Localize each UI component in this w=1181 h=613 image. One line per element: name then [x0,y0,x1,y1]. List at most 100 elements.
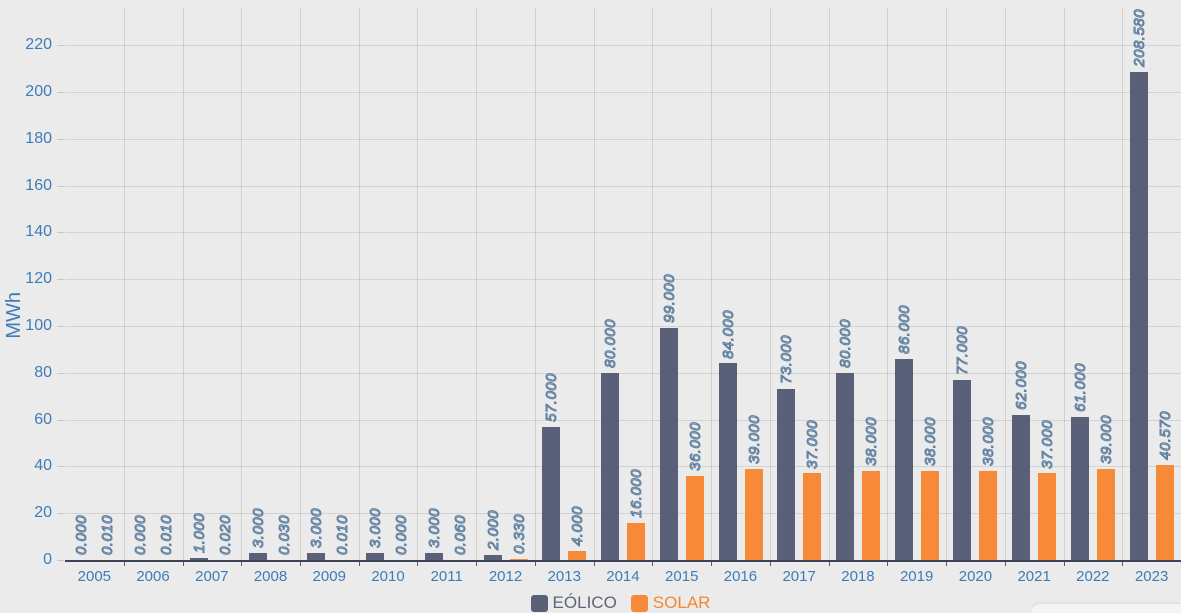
bar-solar-2015[interactable] [685,475,704,560]
value-label-solar-2011: 0.060 [451,514,469,555]
value-label-solar-2012: 0.330 [510,513,528,554]
value-label-solar-2023: 40.570 [1156,411,1174,461]
vertical-gridline [769,8,771,560]
y-axis-tick [57,466,64,468]
bar-eolico-2019[interactable] [894,358,913,560]
bar-eolico-2014[interactable] [601,372,619,560]
bar-solar-2017[interactable] [803,473,822,560]
x-category-label: 2013 [547,568,581,585]
y-axis-tick [57,279,64,281]
x-category-label: 2020 [958,568,993,585]
bar-solar-2014[interactable] [627,522,645,560]
bar-eolico-2010[interactable] [366,553,385,560]
value-label-solar-2005: 0.010 [99,514,117,555]
value-label-eolico-2019: 86.000 [895,304,913,354]
bar-solar-2016[interactable] [744,468,763,560]
y-tick-label: 100 [25,317,52,334]
value-label-eolico-2011: 3.000 [425,507,443,548]
y-axis-tick [57,45,64,47]
value-label-solar-2006: 0.010 [158,514,176,555]
x-category-label: 2009 [312,568,346,585]
vertical-gridline [182,8,184,560]
value-label-solar-2020: 38.000 [980,417,998,467]
value-label-eolico-2020: 77.000 [954,325,972,375]
bar-solar-2019[interactable] [920,471,939,560]
bar-eolico-2018[interactable] [835,372,854,560]
legend-label-eolico: EÓLICO [552,593,617,612]
bar-eolico-2008[interactable] [248,553,267,560]
legend-item-solar[interactable]: SOLAR [630,593,711,612]
y-tick-label: 200 [25,83,52,100]
bar-eolico-2011[interactable] [424,553,443,560]
y-tick-label: 0 [43,551,52,568]
x-category-label: 2018 [841,568,875,585]
vertical-gridline [1122,8,1124,560]
bar-solar-2022[interactable] [1096,468,1115,560]
x-axis-tick [593,562,595,566]
value-label-eolico-2015: 99.000 [660,274,678,324]
y-tick-label: 140 [25,223,52,241]
bar-solar-2013[interactable] [568,550,587,560]
value-label-solar-2009: 0.010 [334,514,352,555]
horizontal-gridline [65,232,1181,234]
bar-solar-2020[interactable] [979,471,998,560]
x-category-label: 2014 [606,568,640,585]
y-axis-tick [57,92,64,93]
y-tick-label: 20 [34,504,52,522]
legend-label-solar: SOLAR [652,593,711,612]
bar-solar-2012[interactable] [509,559,528,560]
value-label-eolico-2010: 3.000 [367,507,385,548]
horizontal-gridline [65,372,1181,374]
y-tick-label: 180 [25,129,52,147]
bar-eolico-2021[interactable] [1012,414,1031,560]
y-tick-label: 160 [25,176,52,194]
horizontal-gridline [65,419,1181,421]
bar-eolico-2020[interactable] [953,379,972,560]
y-axis-tick [57,232,64,234]
horizontal-gridline [65,279,1181,281]
y-axis-tick [57,560,64,561]
bar-eolico-2023[interactable] [1129,71,1148,560]
bar-eolico-2017[interactable] [777,389,796,560]
x-axis-tick [946,562,948,566]
x-category-label: 2006 [136,568,170,585]
x-axis-tick [652,562,654,566]
vertical-gridline [711,8,713,560]
horizontal-gridline [65,466,1181,468]
value-label-solar-2017: 37.000 [804,419,822,469]
horizontal-gridline [65,513,1181,515]
value-label-eolico-2016: 84.000 [719,309,737,359]
bar-eolico-2009[interactable] [307,553,326,560]
bar-eolico-2012[interactable] [483,555,502,560]
bar-solar-2018[interactable] [861,471,880,560]
y-tick-label: 60 [34,410,52,428]
bar-solar-2023[interactable] [1155,465,1174,560]
x-axis-tick [887,562,889,566]
bar-eolico-2007[interactable] [189,557,208,560]
x-axis-tick [828,562,830,566]
y-tick-label: 80 [34,363,52,381]
bar-eolico-2013[interactable] [542,426,561,560]
vertical-gridline [652,8,654,560]
value-label-solar-2022: 39.000 [1097,414,1115,464]
legend-item-eolico[interactable]: EÓLICO [530,593,617,612]
x-axis-tick [769,562,771,566]
bar-solar-2021[interactable] [1038,473,1057,560]
x-category-label: 2021 [1017,568,1051,585]
horizontal-gridline [65,92,1181,93]
vertical-gridline [299,8,301,560]
value-label-solar-2013: 4.000 [569,505,587,546]
y-axis-tick [57,419,64,421]
bar-eolico-2022[interactable] [1070,417,1089,560]
x-axis-tick [241,562,243,566]
y-tick-label: 220 [25,36,52,54]
corner-widget [1031,604,1181,613]
value-label-solar-2010: 0.000 [393,514,411,555]
value-label-eolico-2012: 2.000 [484,510,502,551]
vertical-gridline [241,8,243,560]
vertical-gridline [593,8,595,560]
vertical-gridline [1063,8,1065,560]
value-label-solar-2008: 0.030 [275,514,293,555]
bar-eolico-2016[interactable] [718,363,737,560]
bar-eolico-2015[interactable] [659,328,678,560]
